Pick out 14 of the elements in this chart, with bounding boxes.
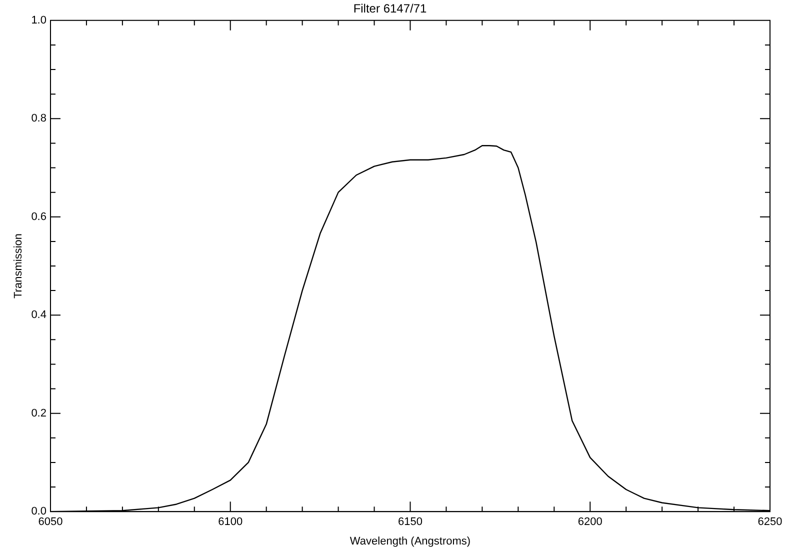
x-tick-label: 6100 [218, 516, 243, 528]
y-tick-label: 0.6 [31, 210, 46, 223]
chart-title: Filter 6147/71 [353, 2, 428, 16]
y-tick-label: 0.4 [31, 309, 46, 322]
y-tick-label: 0.8 [31, 112, 46, 125]
x-tick-label: 6250 [758, 516, 782, 528]
y-tick-label: 0.2 [31, 407, 46, 420]
y-tick-label: 0.0 [31, 506, 46, 518]
y-axis-title: Transmission [12, 234, 25, 298]
x-axis-title: Wavelength (Angstroms) [350, 535, 471, 548]
x-tick-label: 6150 [398, 516, 422, 528]
y-tick-label: 1.0 [31, 14, 46, 26]
x-tick-label: 6050 [38, 516, 63, 528]
x-tick-label: 6200 [578, 516, 602, 528]
